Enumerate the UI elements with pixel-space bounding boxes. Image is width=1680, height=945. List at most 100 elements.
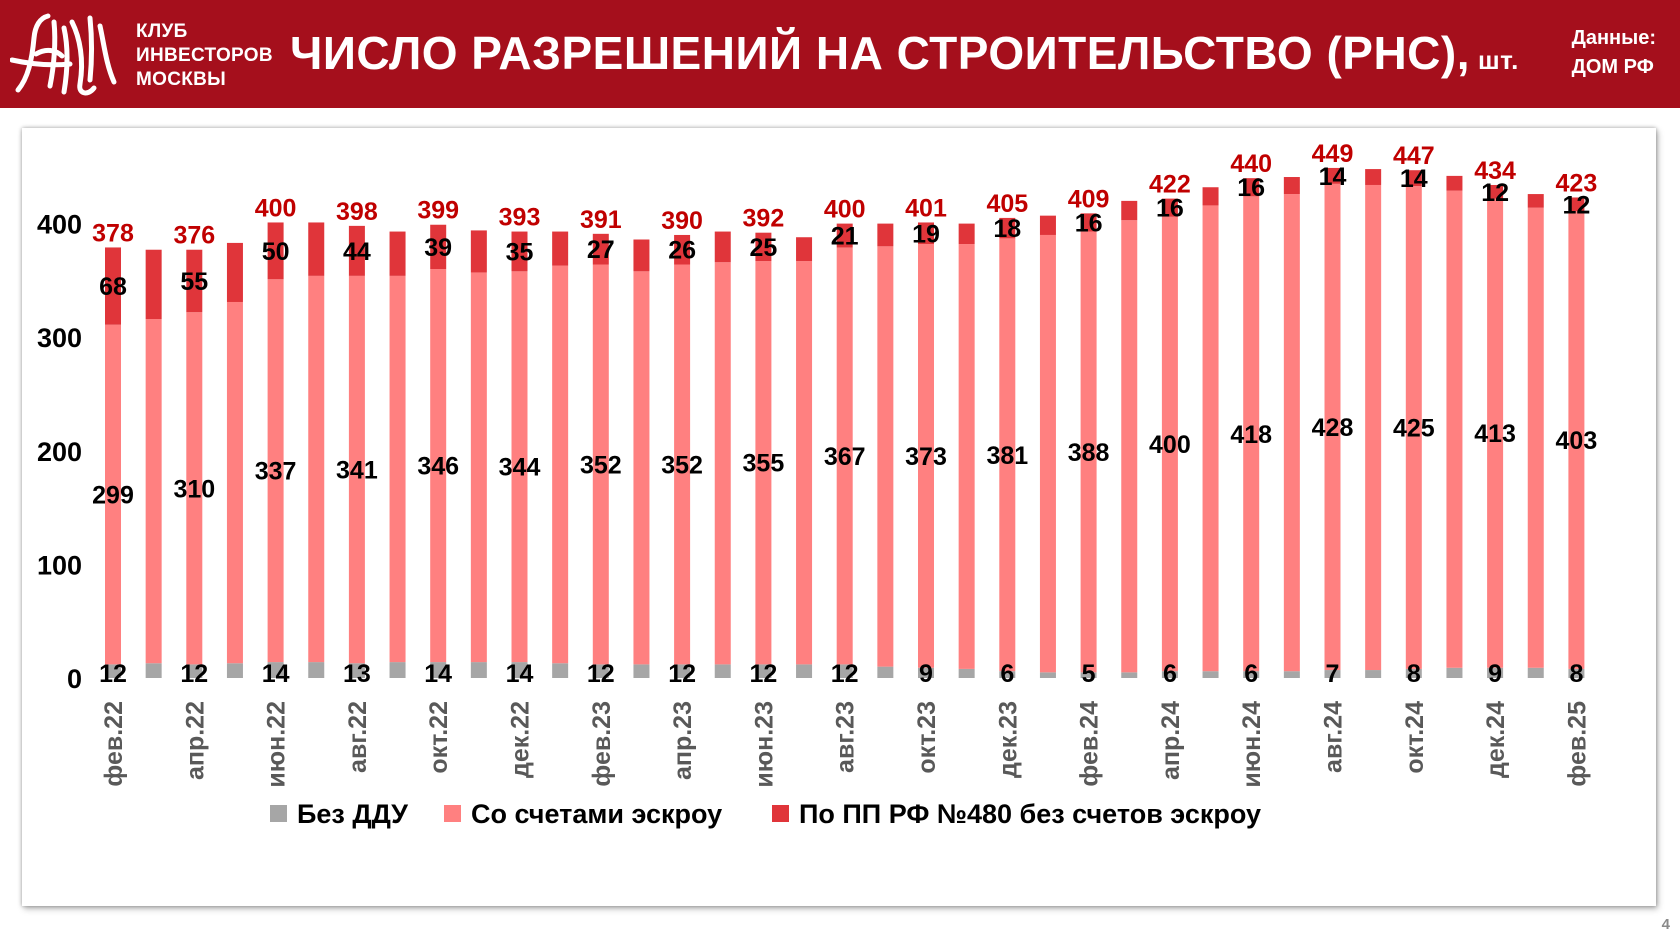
club-name: КЛУБ ИНВЕСТОРОВ МОСКВЫ [136,20,273,92]
bar-segment-pp480 [1324,167,1341,184]
x-tick-label: апр.24 [1157,701,1185,780]
data-label-pp480: 44 [343,238,371,266]
y-tick-label: 400 [37,210,82,240]
y-tick-label: 100 [37,550,82,580]
data-label-escrow: 388 [1068,439,1110,467]
bar-segment-escrow [389,275,406,663]
bar-segment-pp480 [105,247,121,325]
bar-segment-no-ddu [755,664,772,678]
data-label-pp480: 68 [99,273,127,301]
bar-segment-no-ddu [1487,667,1504,678]
data-label-escrow: 373 [905,443,947,471]
bar-segment-pp480 [1202,187,1219,206]
bar-segment-pp480 [877,223,894,247]
data-label-no-ddu: 13 [343,660,371,688]
bar-segment-no-ddu [226,663,243,678]
data-label-pp480: 25 [749,234,777,262]
bar-segment-escrow [1080,231,1097,673]
bar-segment-escrow [1121,220,1138,673]
data-label-pp480: 21 [831,223,859,251]
bar-segment-no-ddu [348,663,365,678]
data-label-pp480: 14 [1400,165,1428,193]
bar-segment-no-ddu [1324,670,1341,678]
bar-segment-no-ddu [796,664,813,678]
total-label: 393 [499,204,541,232]
bar-segment-no-ddu [1202,671,1219,678]
data-label-escrow: 403 [1556,427,1598,455]
total-label: 400 [255,194,297,222]
total-label: 409 [1068,185,1110,213]
header-banner: КЛУБ ИНВЕСТОРОВ МОСКВЫ ЧИСЛО РАЗРЕШЕНИЙ … [0,0,1680,108]
x-tick-label: окт.23 [913,701,941,774]
bar-segment-no-ddu [714,664,731,678]
bar-segment-escrow [186,312,203,665]
bar-segment-no-ddu [186,664,203,678]
bar-segment-pp480 [918,222,934,245]
bar-segment-escrow [958,244,975,669]
legend-swatch [444,805,461,822]
bar-segment-pp480 [1527,194,1544,208]
bar-segment-pp480 [674,234,691,265]
bar-segment-no-ddu [999,671,1016,678]
data-label-no-ddu: 12 [180,660,208,688]
data-label-pp480: 12 [1481,179,1509,207]
bar-segment-no-ddu [1365,670,1382,678]
bar-segment-escrow [511,271,528,663]
data-label-pp480: 50 [262,238,290,266]
data-label-pp480: 19 [912,220,940,248]
club-name-line-1: КЛУБ [136,21,188,42]
data-label-no-ddu: 14 [506,660,534,688]
bar-segment-escrow [674,264,691,665]
bar-segment-no-ddu [389,662,406,678]
bar-segment-no-ddu [1121,672,1138,678]
bar-segment-pp480 [1121,200,1138,221]
bar-segment-pp480 [552,231,569,266]
data-label-no-ddu: 14 [262,660,290,688]
bar-segment-pp480 [226,242,243,302]
x-tick-label: июн.22 [263,701,291,788]
data-label-pp480: 35 [506,238,534,266]
x-tick-label: авг.23 [832,701,860,773]
bar-segment-no-ddu [308,662,325,678]
data-label-escrow: 400 [1149,431,1191,459]
data-label-no-ddu: 8 [1569,660,1583,688]
bar-segment-no-ddu [877,666,894,678]
legend-label: Со счетами эскроу [471,799,722,829]
data-label-no-ddu: 6 [1000,660,1014,688]
data-label-pp480: 14 [1319,163,1347,191]
bar-segment-pp480 [145,249,162,320]
bar-segment-escrow [1568,211,1585,669]
bar-segment-pp480 [796,237,813,262]
total-label: 398 [336,198,378,226]
bar-segment-no-ddu [592,664,609,678]
x-tick-label: окт.24 [1401,701,1429,774]
bar-segment-pp480 [1039,215,1056,235]
x-tick-label: фев.25 [1563,701,1591,787]
bar-segment-escrow [1243,196,1260,672]
bar-segment-escrow [105,324,121,665]
bar-segment-no-ddu [1243,671,1260,678]
total-label: 399 [417,197,459,225]
bar-segment-no-ddu [430,662,447,678]
bar-segment-pp480 [592,233,609,265]
x-tick-label: июн.24 [1238,701,1266,788]
bar-segment-escrow [145,319,162,664]
bar-segment-pp480 [836,223,853,248]
x-tick-label: дек.22 [507,701,535,778]
bar-segment-pp480 [348,225,365,276]
club-name-line-3: МОСКВЫ [136,69,227,90]
bar-segment-no-ddu [918,667,934,678]
data-label-no-ddu: 9 [1488,660,1502,688]
x-tick-label: дек.24 [1482,701,1510,778]
data-label-escrow: 346 [417,453,459,481]
y-tick-label: 200 [37,437,82,467]
data-label-escrow: 425 [1393,415,1435,443]
bar-segment-no-ddu [1080,672,1097,678]
legend-swatch [270,805,287,822]
bar-segment-escrow [918,244,934,668]
data-label-escrow: 413 [1474,420,1516,448]
data-label-escrow: 355 [743,450,785,478]
data-label-no-ddu: 12 [99,660,127,688]
bar-segment-pp480 [633,239,650,272]
total-label: 405 [986,190,1028,218]
